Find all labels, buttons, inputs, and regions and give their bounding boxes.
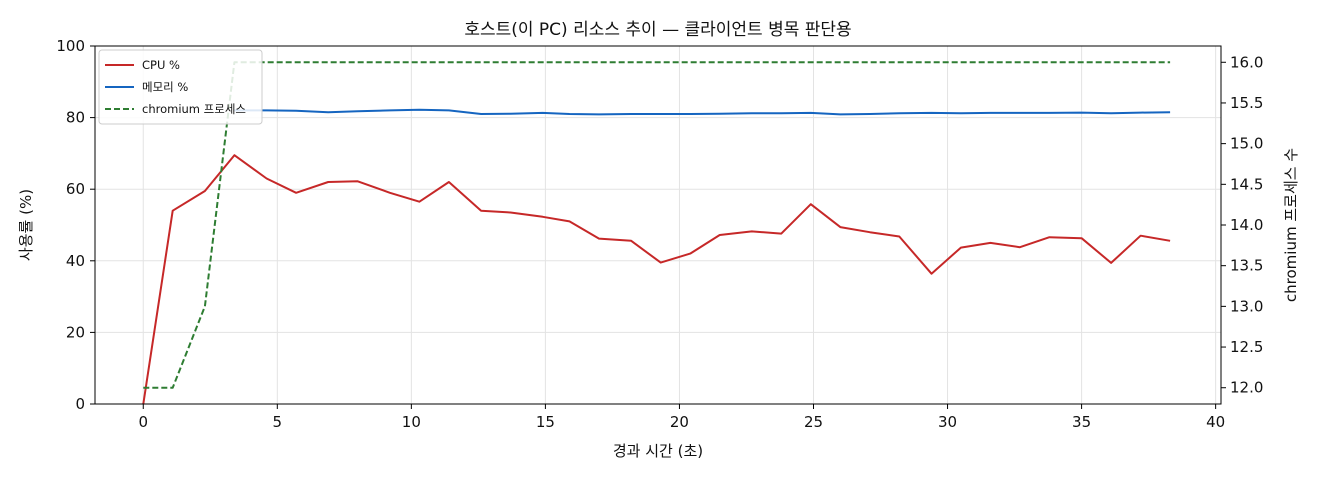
y2-tick-label: 15.0 xyxy=(1230,135,1263,153)
y-tick-label: 0 xyxy=(75,395,85,413)
legend: CPU % 메모리 % chromium 프로세스 xyxy=(98,49,263,125)
grid xyxy=(95,46,1221,404)
plot-frame xyxy=(94,45,1222,405)
x-tick-label: 10 xyxy=(402,413,421,431)
y-tick-label: 100 xyxy=(56,37,85,55)
y-axis-left: 0 20 40 60 80 100 xyxy=(56,37,95,413)
legend-box xyxy=(98,49,263,125)
series-line xyxy=(142,154,1171,405)
legend-label: 메모리 % xyxy=(142,80,188,94)
series-lines xyxy=(142,61,1171,405)
y-tick-label: 20 xyxy=(66,323,85,341)
y2-tick-label: 13.5 xyxy=(1230,257,1263,275)
y2-tick-label: 12.5 xyxy=(1230,338,1263,356)
x-axis: 0 5 10 15 20 25 30 35 40 xyxy=(138,404,1225,431)
y2-tick-label: 14.0 xyxy=(1230,216,1263,234)
y2-tick-label: 12.0 xyxy=(1230,379,1263,397)
y2-tick-label: 13.0 xyxy=(1230,297,1263,315)
y-tick-label: 60 xyxy=(66,180,85,198)
legend-label: chromium 프로세스 xyxy=(142,102,246,116)
y-tick-label: 80 xyxy=(66,109,85,127)
x-axis-label: 경과 시간 (초) xyxy=(613,442,703,460)
x-tick-label: 20 xyxy=(670,413,689,431)
x-tick-label: 25 xyxy=(804,413,823,431)
x-tick-label: 0 xyxy=(138,413,148,431)
legend-label: CPU % xyxy=(142,58,180,72)
x-tick-label: 5 xyxy=(273,413,283,431)
x-tick-label: 15 xyxy=(536,413,555,431)
y2-tick-label: 14.5 xyxy=(1230,175,1263,193)
chart-title: 호스트(이 PC) 리소스 추이 — 클라이언트 병목 판단용 xyxy=(464,20,851,40)
y2-axis-label: chromium 프로세스 수 xyxy=(1282,148,1300,302)
x-tick-label: 35 xyxy=(1072,413,1091,431)
y-tick-label: 40 xyxy=(66,252,85,270)
y-axis-label: 사용률 (%) xyxy=(17,189,35,261)
series-line xyxy=(234,108,1171,116)
y2-tick-label: 15.5 xyxy=(1230,94,1263,112)
series-line xyxy=(143,61,1171,389)
x-tick-label: 40 xyxy=(1206,413,1225,431)
y2-tick-label: 16.0 xyxy=(1230,53,1263,71)
y-axis-right: 12.0 12.5 13.0 13.5 14.0 14.5 15.0 15.5 16.0 xyxy=(1221,53,1263,397)
x-tick-label: 30 xyxy=(938,413,957,431)
